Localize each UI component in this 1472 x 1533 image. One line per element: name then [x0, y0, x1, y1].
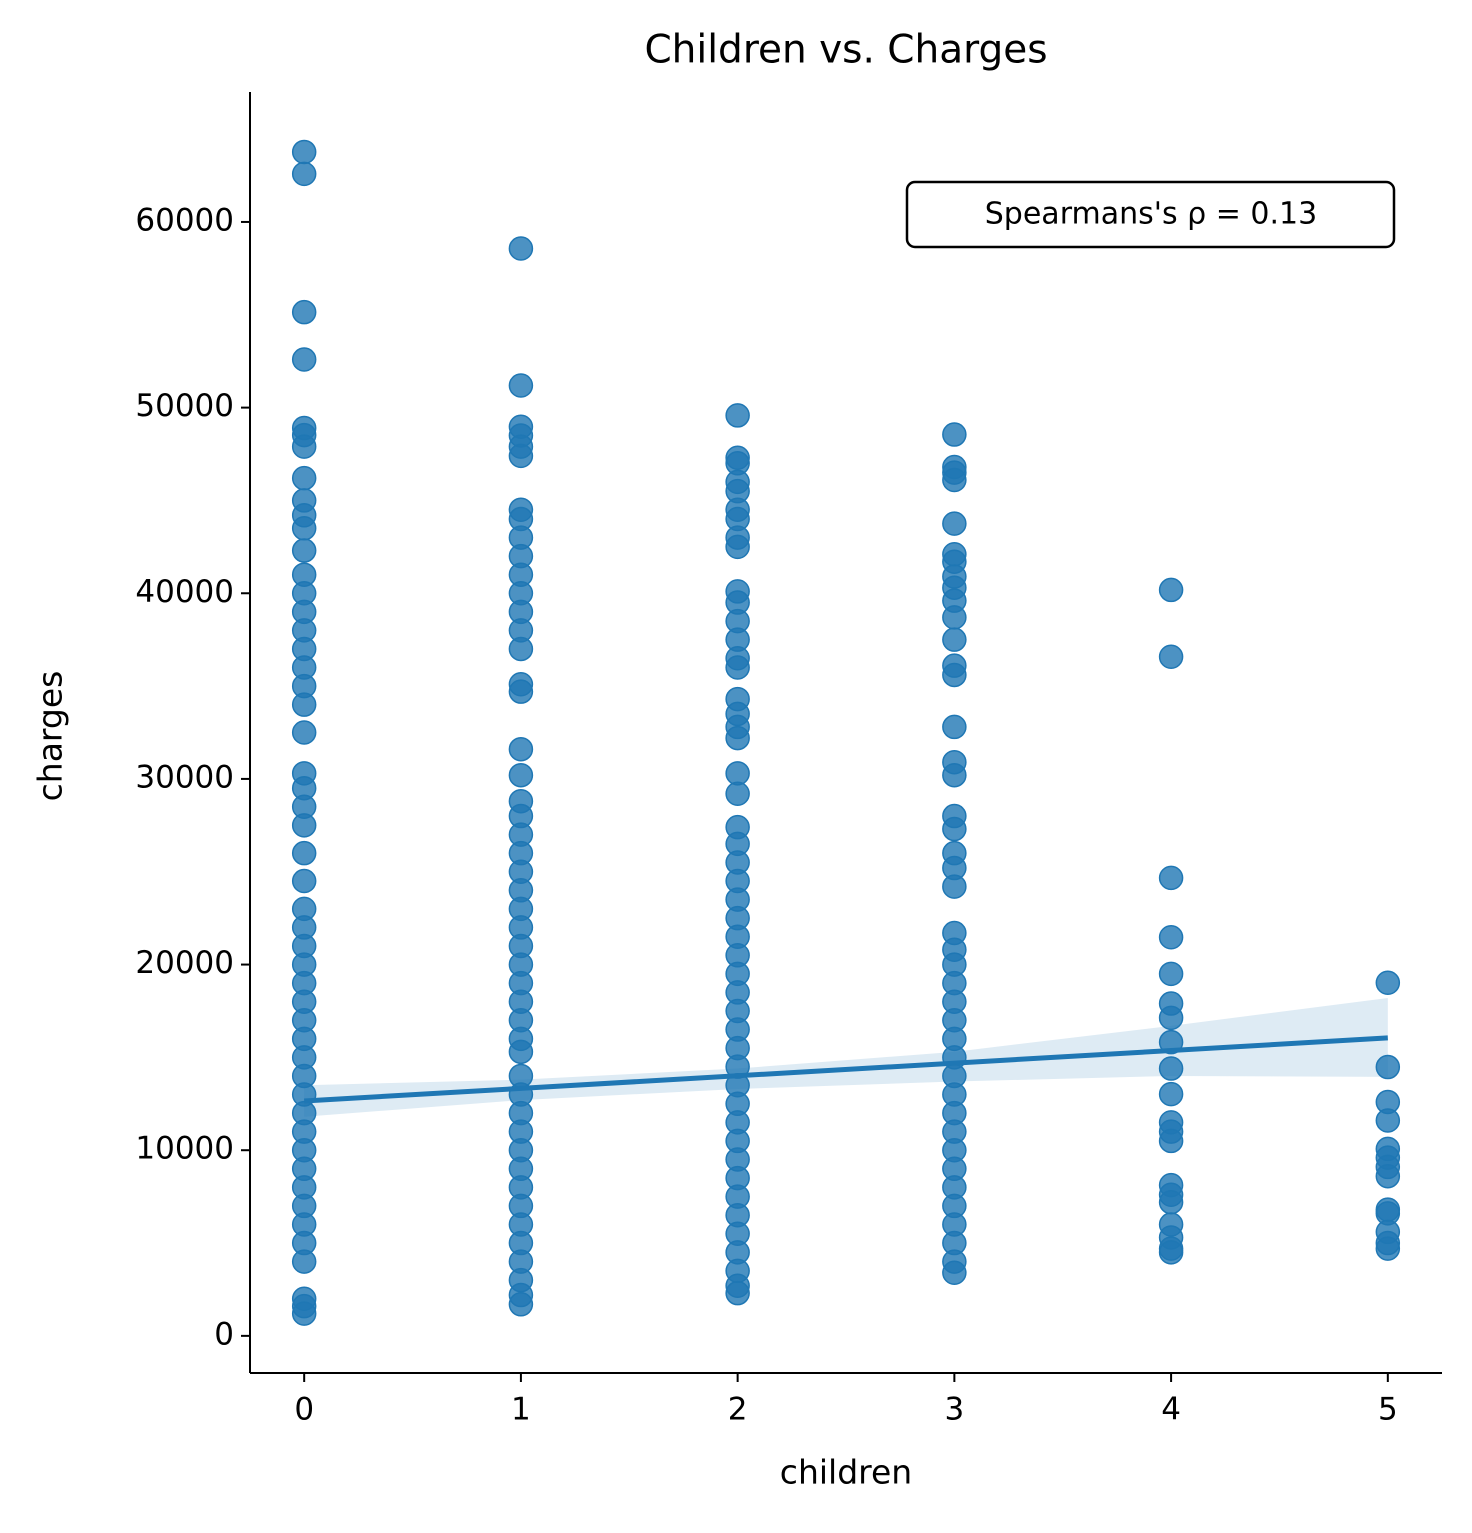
y-tick-label: 20000 [135, 945, 234, 981]
point [291, 161, 317, 187]
point [1375, 1163, 1401, 1189]
confidence-band [304, 997, 1388, 1117]
point [291, 692, 317, 717]
y-tick-label: 0 [214, 1316, 234, 1352]
point [942, 422, 967, 447]
x-tick-label: 3 [944, 1392, 964, 1428]
point [1158, 1240, 1184, 1265]
point [942, 714, 967, 740]
point [508, 1039, 534, 1065]
y-tick-label: 10000 [135, 1131, 234, 1167]
point [942, 1260, 967, 1285]
point [1158, 577, 1184, 603]
point [291, 720, 317, 745]
point [1158, 925, 1184, 950]
y-axis-label: charges [31, 671, 70, 802]
point [508, 762, 534, 788]
point [291, 347, 317, 372]
point [291, 465, 317, 491]
x-tick-label: 1 [511, 1392, 531, 1428]
point [942, 627, 967, 652]
annotation-box [905, 180, 1396, 249]
y-tick-label: 60000 [135, 202, 234, 238]
point [942, 762, 967, 788]
points [291, 139, 1401, 1326]
point [725, 534, 750, 560]
point [1158, 1128, 1184, 1154]
point [1375, 1108, 1401, 1133]
point [1158, 865, 1184, 891]
point [508, 679, 534, 704]
point [508, 636, 534, 662]
y-tick-label: 50000 [135, 388, 234, 424]
point [291, 538, 317, 563]
point [725, 761, 750, 786]
regression-line [304, 1035, 1388, 1104]
point [725, 1280, 750, 1306]
point [725, 725, 750, 751]
point [725, 403, 750, 428]
point [508, 1292, 534, 1317]
x-axis-label: children [780, 1453, 912, 1492]
chart-title: Children vs. Charges [644, 28, 1047, 73]
point [1375, 1236, 1401, 1261]
x-tick-label: 4 [1161, 1392, 1181, 1428]
point [942, 874, 967, 899]
point [942, 816, 967, 842]
point [1158, 961, 1184, 987]
point [508, 373, 534, 398]
point [942, 605, 967, 630]
point [291, 840, 317, 866]
point [942, 467, 967, 493]
point [291, 868, 317, 894]
point [291, 1301, 317, 1326]
point [725, 781, 750, 807]
point [291, 813, 317, 838]
point [942, 511, 967, 536]
point [942, 662, 967, 688]
point [291, 299, 317, 325]
point [291, 434, 317, 459]
point [1158, 1005, 1184, 1031]
point [291, 1249, 317, 1274]
point [1375, 1054, 1401, 1080]
point [508, 443, 534, 469]
point [1375, 970, 1401, 996]
point [291, 516, 317, 541]
x-tick-label: 5 [1378, 1392, 1398, 1428]
point [291, 139, 317, 165]
point [725, 655, 750, 680]
point [508, 736, 534, 762]
x-tick-label: 0 [294, 1392, 314, 1428]
y-tick-label: 40000 [135, 574, 234, 610]
point [1158, 1081, 1184, 1107]
point [1158, 644, 1184, 670]
point [1158, 1189, 1184, 1215]
point [1158, 1056, 1184, 1081]
point [508, 236, 534, 261]
x-tick-label: 2 [728, 1392, 748, 1428]
y-tick-label: 30000 [135, 759, 234, 795]
annotation: Spearmans's ρ = 0.13 [985, 197, 1317, 232]
